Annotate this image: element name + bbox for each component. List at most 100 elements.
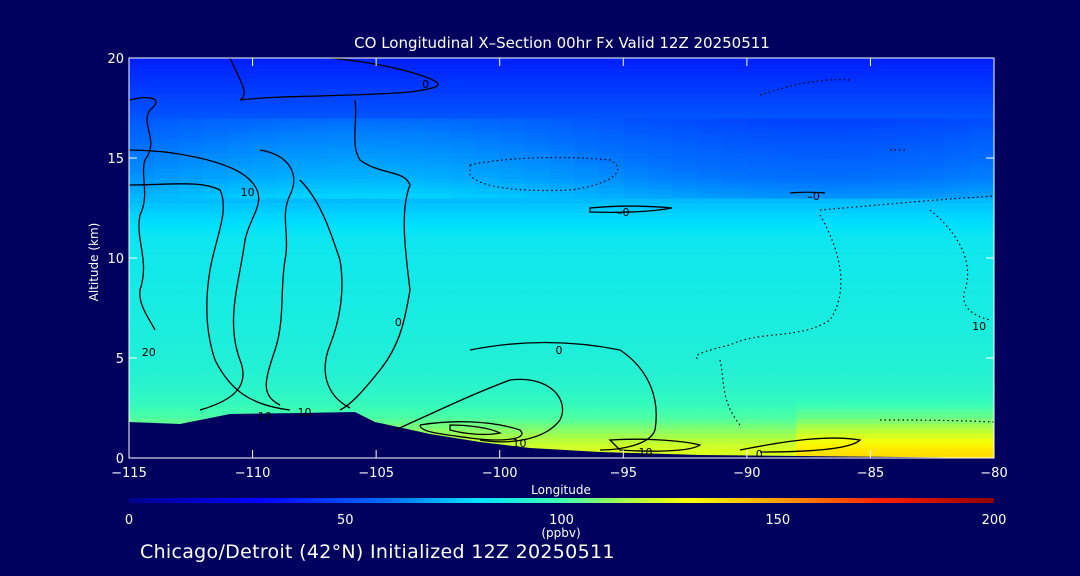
field-cell	[598, 193, 624, 199]
field-cell	[722, 73, 748, 79]
field-cell	[425, 373, 451, 379]
field-cell	[499, 283, 526, 289]
field-cell	[722, 158, 748, 164]
y-tick-label: 0	[116, 452, 124, 467]
field-cell	[549, 183, 575, 189]
field-cell	[376, 58, 402, 64]
field-cell	[672, 303, 699, 309]
field-cell	[722, 293, 748, 299]
field-cell	[178, 93, 204, 99]
field-cell	[400, 148, 427, 154]
field-cell	[499, 103, 526, 109]
field-cell	[499, 83, 526, 89]
field-cell	[771, 348, 797, 354]
field-cell	[203, 233, 229, 239]
field-cell	[722, 278, 748, 284]
field-cell	[746, 83, 773, 89]
field-cell	[351, 203, 377, 209]
field-cell	[623, 338, 649, 344]
field-cell	[648, 393, 674, 399]
field-cell	[944, 183, 970, 189]
field-cell	[870, 143, 896, 149]
field-cell	[821, 398, 847, 404]
field-cell	[400, 218, 427, 224]
field-cell	[227, 288, 254, 294]
field-cell	[821, 63, 847, 69]
field-cell	[475, 408, 501, 414]
field-cell	[746, 218, 773, 224]
field-cell	[771, 393, 797, 399]
field-cell	[697, 213, 723, 219]
contour-label: 10	[639, 446, 653, 459]
field-cell	[573, 158, 600, 164]
field-cell	[722, 133, 748, 139]
field-cell	[227, 248, 254, 254]
field-cell	[499, 433, 526, 439]
field-cell	[697, 373, 723, 379]
field-cell	[845, 198, 872, 204]
field-cell	[499, 398, 526, 404]
field-cell	[524, 218, 550, 224]
field-cell	[771, 283, 797, 289]
field-cell	[722, 103, 748, 109]
field-cell	[771, 78, 797, 84]
field-cell	[697, 293, 723, 299]
field-cell	[302, 298, 328, 304]
field-cell	[351, 98, 377, 104]
field-cell	[178, 263, 204, 269]
field-cell	[771, 303, 797, 309]
field-cell	[870, 418, 896, 424]
field-cell	[598, 353, 624, 359]
field-cell	[129, 288, 155, 294]
field-cell	[598, 103, 624, 109]
field-cell	[302, 388, 328, 394]
field-cell	[944, 403, 970, 409]
field-cell	[648, 248, 674, 254]
field-cell	[450, 348, 476, 354]
field-cell	[944, 98, 970, 104]
field-cell	[450, 253, 476, 259]
field-cell	[598, 338, 624, 344]
field-cell	[845, 218, 872, 224]
field-cell	[277, 383, 303, 389]
field-cell	[722, 418, 748, 424]
field-cell	[845, 373, 872, 379]
field-cell	[326, 383, 353, 389]
field-cell	[129, 328, 155, 334]
field-cell	[475, 138, 501, 144]
field-cell	[722, 198, 748, 204]
field-cell	[623, 243, 649, 249]
field-cell	[549, 288, 575, 294]
field-cell	[821, 263, 847, 269]
field-cell	[475, 193, 501, 199]
field-cell	[672, 268, 699, 274]
field-cell	[845, 348, 872, 354]
field-cell	[227, 298, 254, 304]
field-cell	[475, 153, 501, 159]
field-cell	[129, 173, 155, 179]
field-cell	[919, 313, 946, 319]
field-cell	[919, 278, 946, 284]
field-cell	[252, 333, 278, 339]
field-cell	[573, 383, 600, 389]
field-cell	[203, 213, 229, 219]
field-cell	[573, 148, 600, 154]
field-cell	[870, 83, 896, 89]
field-cell	[153, 308, 180, 314]
field-cell	[598, 123, 624, 129]
field-cell	[821, 388, 847, 394]
field-cell	[969, 333, 994, 339]
field-cell	[870, 388, 896, 394]
field-cell	[919, 428, 946, 434]
field-cell	[178, 378, 204, 384]
field-cell	[672, 108, 699, 114]
field-cell	[796, 403, 822, 409]
field-cell	[697, 448, 723, 454]
field-cell	[598, 278, 624, 284]
field-cell	[697, 388, 723, 394]
field-cell	[524, 143, 550, 149]
field-cell	[277, 198, 303, 204]
field-cell	[524, 258, 550, 264]
field-cell	[944, 313, 970, 319]
field-cell	[252, 213, 278, 219]
